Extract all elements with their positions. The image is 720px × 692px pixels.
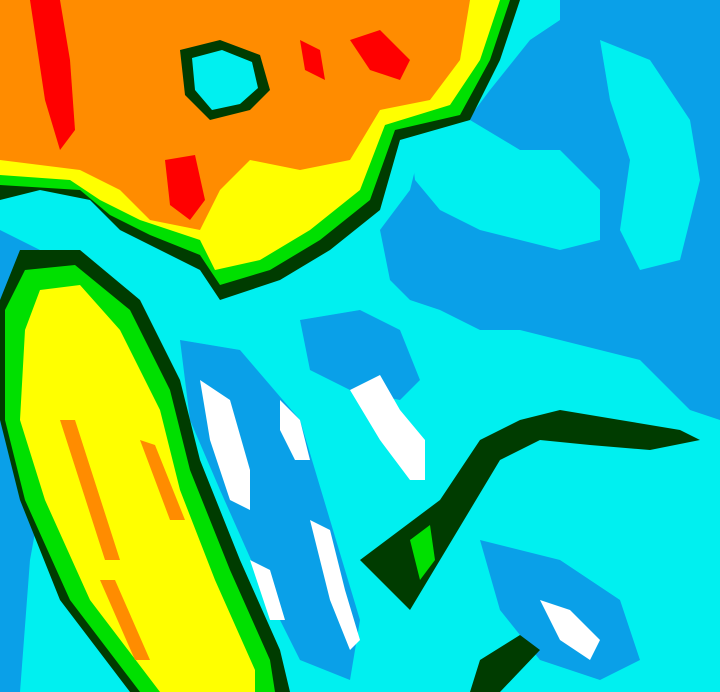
dark-green-south	[470, 635, 540, 692]
orange-streak-2	[140, 440, 185, 520]
white-patch-6	[540, 600, 600, 660]
red-core-north	[350, 30, 410, 80]
white-patch-1	[350, 375, 425, 480]
white-patch-5	[250, 560, 285, 620]
blue-patch-center	[300, 310, 420, 400]
red-core-central	[165, 155, 205, 220]
green-spots-arc	[410, 525, 435, 580]
white-patch-4	[310, 520, 360, 650]
cyan-eye-inner	[192, 50, 258, 110]
orange-streak-3	[100, 580, 150, 660]
cyan-hole-east	[600, 40, 700, 270]
red-core-west	[30, 0, 75, 150]
dark-green-arc-east	[360, 410, 700, 610]
yellow-band-southwest	[20, 285, 255, 692]
red-core-small	[300, 40, 325, 80]
white-patch-3	[200, 380, 250, 510]
white-patch-2	[280, 400, 310, 460]
cyan-hole-northeast	[410, 120, 600, 250]
orange-streak-1	[60, 420, 120, 560]
orange-core-northwest	[0, 0, 470, 230]
